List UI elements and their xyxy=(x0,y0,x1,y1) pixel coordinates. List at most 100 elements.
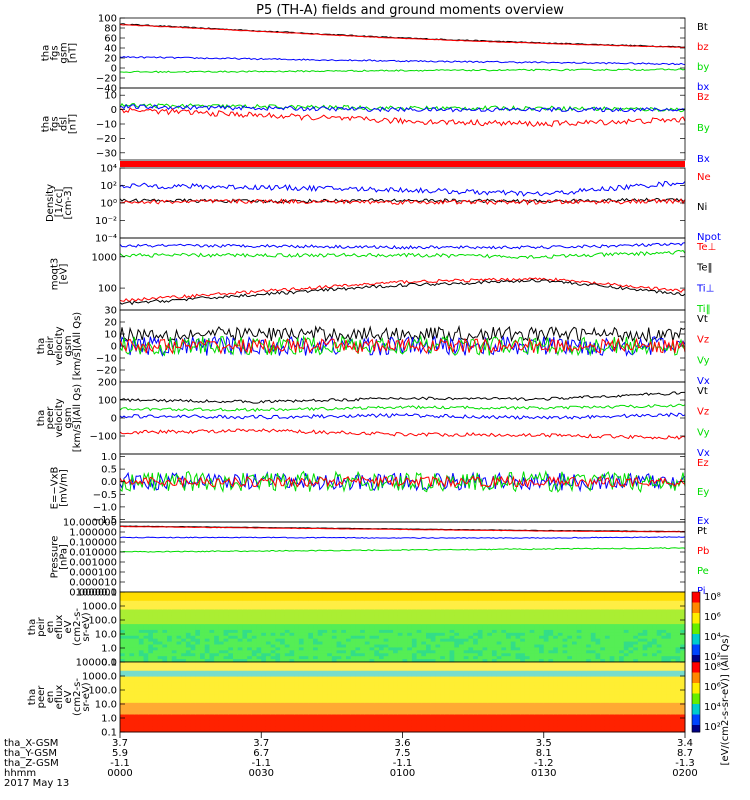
legend-entry: Ni xyxy=(697,202,707,213)
heatmap-cell xyxy=(280,638,286,643)
heatmap-cell xyxy=(548,612,554,616)
heatmap-cell xyxy=(633,638,639,643)
heatmap-cell xyxy=(327,711,333,715)
heatmap-cell xyxy=(360,609,366,613)
heatmap-cell xyxy=(124,673,130,678)
heatmap-cell xyxy=(284,629,290,634)
heatmap-cell xyxy=(294,664,300,669)
heatmap-cell xyxy=(670,615,677,619)
heatmap-cell xyxy=(167,679,173,683)
heatmap-cell xyxy=(435,685,441,689)
heatmap-cell xyxy=(322,702,328,707)
heatmap-cell xyxy=(237,726,243,730)
heatmap-cell xyxy=(247,647,253,651)
heatmap-cell xyxy=(185,673,192,678)
heatmap-cell xyxy=(383,656,389,660)
legend-entry: Pe xyxy=(697,566,709,577)
heatmap-cell xyxy=(600,624,606,628)
heatmap-cell xyxy=(562,635,568,640)
heatmap-cell xyxy=(185,641,192,645)
heatmap-cell xyxy=(120,659,126,663)
heatmap-cell xyxy=(426,682,432,686)
heatmap-cell xyxy=(209,711,215,715)
heatmap-cell xyxy=(167,624,173,628)
heatmap-cell xyxy=(195,691,201,695)
heatmap-cell xyxy=(298,664,305,669)
heatmap-cell xyxy=(218,638,225,643)
heatmap-cell xyxy=(491,650,498,654)
heatmap-cell xyxy=(242,717,248,721)
heatmap-cell xyxy=(233,723,239,727)
heatmap-cell xyxy=(195,720,201,724)
heatmap-cell xyxy=(275,729,281,733)
heatmap-cell xyxy=(543,612,549,616)
y-tick-label: 1.000000 xyxy=(69,528,117,539)
heatmap-cell xyxy=(524,635,531,640)
heatmap-cell xyxy=(482,653,488,657)
heatmap-cell xyxy=(397,691,403,695)
heatmap-cell xyxy=(214,720,220,724)
heatmap-cell xyxy=(313,592,319,596)
heatmap-cell xyxy=(223,609,229,613)
heatmap-cell xyxy=(157,597,163,602)
heatmap-cell xyxy=(388,682,394,686)
heatmap-cell xyxy=(619,592,625,596)
heatmap-cell xyxy=(176,708,182,713)
heatmap-cell xyxy=(176,670,182,675)
heatmap-cell xyxy=(209,723,215,727)
heatmap-cell xyxy=(308,679,314,683)
heatmap-cell xyxy=(346,670,352,675)
heatmap-cell xyxy=(228,664,234,669)
heatmap-cell xyxy=(190,627,196,631)
heatmap-cell xyxy=(346,685,352,689)
heatmap-cell xyxy=(171,603,177,608)
heatmap-cell xyxy=(331,594,338,599)
heatmap-cell xyxy=(129,659,135,663)
heatmap-cell xyxy=(294,685,300,689)
heatmap-cell xyxy=(289,688,295,692)
heatmap-cell xyxy=(298,667,305,672)
heatmap-cell xyxy=(228,609,234,613)
heatmap-cell xyxy=(129,609,135,613)
heatmap-cell xyxy=(407,682,413,686)
heatmap-cell xyxy=(275,621,281,625)
heatmap-cell xyxy=(637,632,644,637)
heatmap-cell xyxy=(270,632,276,637)
heatmap-cell xyxy=(524,592,531,596)
heatmap-cell xyxy=(214,699,220,704)
heatmap-cell xyxy=(388,697,394,701)
heatmap-cell xyxy=(313,676,319,680)
heatmap-cell xyxy=(440,603,446,608)
heatmap-cell xyxy=(647,638,653,643)
heatmap-cell xyxy=(313,702,319,707)
heatmap-cell xyxy=(407,670,413,675)
heatmap-cell xyxy=(242,592,248,596)
heatmap-cell xyxy=(190,667,196,672)
heatmap-cell xyxy=(195,615,201,619)
heatmap-cell xyxy=(313,641,319,645)
heatmap-cell xyxy=(247,667,253,672)
heatmap-cell xyxy=(237,676,243,680)
heatmap-cell xyxy=(393,603,399,608)
heatmap-cell xyxy=(218,653,225,657)
heatmap-cell xyxy=(383,641,389,645)
heatmap-cell xyxy=(134,635,140,640)
heatmap-cell xyxy=(322,592,328,596)
heatmap-cell xyxy=(468,638,474,643)
heatmap-cell xyxy=(647,656,653,660)
heatmap-cell xyxy=(280,702,286,707)
heatmap-cell xyxy=(143,638,149,643)
heatmap-cell xyxy=(157,694,163,698)
heatmap-cell xyxy=(430,612,436,616)
heatmap-cell xyxy=(463,664,469,669)
heatmap-cell xyxy=(346,600,352,605)
heatmap-cell xyxy=(120,679,126,683)
heatmap-cell xyxy=(322,708,328,713)
heatmap-cell xyxy=(619,624,625,628)
heatmap-cell xyxy=(204,699,210,704)
heatmap-cell xyxy=(355,603,361,608)
heatmap-cell xyxy=(543,638,549,643)
heatmap-cell xyxy=(355,606,361,610)
heatmap-cell xyxy=(176,606,182,610)
y-tick-label: 1.0 xyxy=(101,452,117,463)
